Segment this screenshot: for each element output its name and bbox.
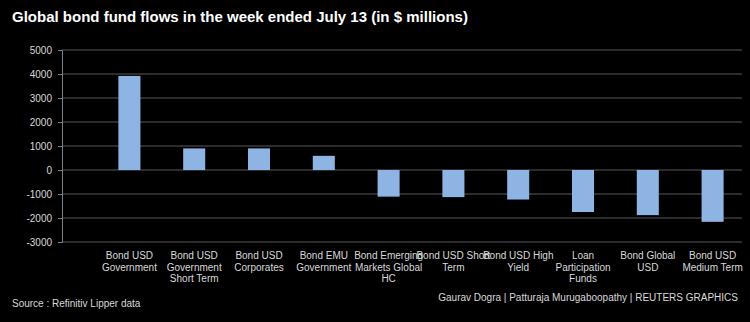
bar (248, 148, 270, 170)
y-tick-mark (58, 170, 62, 171)
x-tick-label: Bond USD HighYield (483, 250, 554, 273)
y-tick-mark (58, 98, 62, 99)
y-tick-mark (58, 122, 62, 123)
y-tick-label: 0 (46, 165, 52, 176)
y-axis: -3000 -2000 -1000 0 1000 2000 3000 4000 5000 (26, 45, 62, 248)
grid-line (62, 122, 742, 123)
x-tick: Bond USD ShortTerm (416, 250, 490, 273)
x-tick: LoanParticipationFunds (555, 250, 610, 284)
y-tick-label: 5000 (30, 45, 53, 56)
y-tick-label: 2000 (30, 117, 53, 128)
x-tick: Bond GlobalUSD (620, 250, 675, 273)
x-tick-label: Bond USDCorporates (234, 250, 283, 273)
x-tick-label: LoanParticipationFunds (555, 250, 610, 284)
y-tick-label: 1000 (30, 141, 53, 152)
y-tick: 0 (46, 165, 62, 176)
y-tick: 4000 (30, 69, 62, 80)
x-tick-label: Bond GlobalUSD (620, 250, 675, 273)
grid-line (62, 242, 742, 243)
bar (183, 148, 205, 170)
y-tick-label: 3000 (30, 93, 53, 104)
y-axis-line (58, 51, 63, 243)
y-tick-label: 4000 (30, 69, 53, 80)
y-tick-mark (58, 194, 62, 195)
x-tick: Bond EmergingMarkets GlobalHC (354, 250, 423, 284)
grid-line (62, 146, 742, 147)
y-tick: 1000 (30, 141, 62, 152)
grid (62, 50, 742, 242)
y-tick-label: -1000 (26, 189, 52, 200)
y-tick-mark (58, 74, 62, 75)
source: Source : Refinitiv Lipper data (12, 298, 141, 309)
bar (637, 170, 659, 215)
chart: Global bond fund flows in the week ended… (0, 0, 750, 322)
y-tick-label: -2000 (26, 213, 52, 224)
bar (442, 170, 464, 197)
x-tick-label: Bond EMUGovernment (296, 250, 351, 273)
x-tick-label: Bond USDGovernmentShort Term (167, 250, 222, 284)
y-tick: -3000 (26, 237, 62, 248)
grid-line (62, 50, 742, 51)
bar (572, 170, 594, 212)
credit: Gaurav Dogra | Patturaja Murugaboopathy … (438, 292, 738, 303)
background (0, 0, 750, 322)
x-tick: Bond USDMedium Term (682, 250, 742, 273)
y-tick-mark (58, 218, 62, 219)
y-tick: 2000 (30, 117, 62, 128)
y-tick-label: -3000 (26, 237, 52, 248)
y-tick: 3000 (30, 93, 62, 104)
bar (378, 170, 400, 197)
grid-line (62, 218, 742, 219)
x-tick: Bond EMUGovernment (296, 250, 351, 273)
x-tick: Bond USDGovernment (102, 250, 157, 273)
x-axis: Bond USDGovernment Bond USDGovernmentShor… (102, 250, 743, 284)
x-tick: Bond USDCorporates (234, 250, 283, 273)
bars (118, 76, 723, 222)
x-tick: Bond USD HighYield (483, 250, 554, 273)
y-tick-mark (58, 50, 62, 51)
x-tick: Bond USDGovernmentShort Term (167, 250, 222, 284)
x-tick-label: Bond USDMedium Term (682, 250, 742, 273)
y-tick-mark (58, 146, 62, 147)
grid-line (62, 74, 742, 75)
bar (507, 170, 529, 200)
y-tick-mark (58, 242, 62, 243)
x-tick-label: Bond USDGovernment (102, 250, 157, 273)
x-tick-label: Bond USD ShortTerm (416, 250, 490, 273)
title: Global bond fund flows in the week ended… (12, 8, 468, 25)
y-tick: -1000 (26, 189, 62, 200)
x-tick-label: Bond EmergingMarkets GlobalHC (354, 250, 423, 284)
grid-line (62, 98, 742, 99)
bar (118, 76, 140, 170)
y-tick: -2000 (26, 213, 62, 224)
y-tick: 5000 (30, 45, 62, 56)
bar (313, 156, 335, 170)
bar (702, 170, 724, 222)
